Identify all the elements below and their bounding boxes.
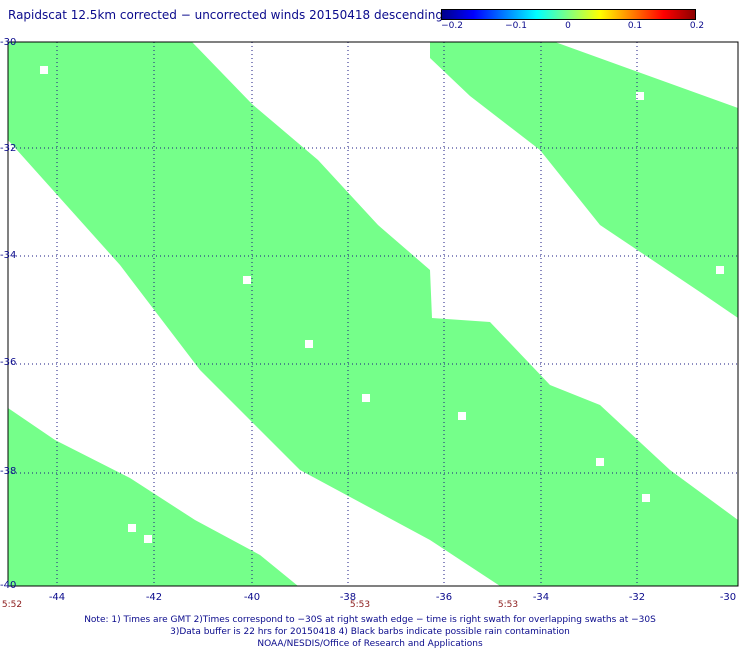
data-gap <box>128 524 136 532</box>
map-frame <box>7 41 739 587</box>
data-gap <box>362 394 370 402</box>
note-line-1: Note: 1) Times are GMT 2)Times correspon… <box>84 615 656 625</box>
data-gap <box>596 458 604 466</box>
wind-map <box>7 41 739 587</box>
time-label: 5:53 <box>497 600 519 610</box>
lon-label: -34 <box>532 592 550 603</box>
swath-upper-right <box>430 42 738 318</box>
colorbar-label-zero: 0 <box>565 21 571 31</box>
data-gap <box>144 535 152 543</box>
lon-label: -38 <box>339 592 357 603</box>
lon-label: -42 <box>145 592 163 603</box>
lon-label: -36 <box>435 592 453 603</box>
lat-label: -40 <box>0 580 17 591</box>
colorbar <box>441 9 696 20</box>
grid-layer <box>8 42 738 586</box>
data-gap <box>243 276 251 284</box>
data-gap <box>642 494 650 502</box>
lat-label: -36 <box>0 357 17 368</box>
lat-label: -32 <box>0 143 17 154</box>
colorbar-label-pos: 0.1 <box>627 21 643 31</box>
lon-label: -40 <box>243 592 261 603</box>
colorbar-label-neg: −0.1 <box>505 21 527 31</box>
data-gap <box>305 340 313 348</box>
data-gap <box>636 92 644 100</box>
swath-lower-left <box>8 408 298 586</box>
lon-label: -30 <box>719 592 737 603</box>
lat-label: -30 <box>0 37 17 48</box>
note-line-2: 3)Data buffer is 22 hrs for 20150418 4) … <box>170 627 570 637</box>
lon-label: -32 <box>628 592 646 603</box>
lat-label: -34 <box>0 250 17 261</box>
lat-label: -38 <box>0 466 17 477</box>
page-title: Rapidscat 12.5km corrected − uncorrected… <box>8 8 443 22</box>
note-line-3: NOAA/NESDIS/Office of Research and Appli… <box>257 639 483 649</box>
data-gap <box>40 66 48 74</box>
data-gap <box>716 266 724 274</box>
swath-layer <box>8 42 738 586</box>
time-label: 5:52 <box>1 600 23 610</box>
colorbar-label-min: −0.2 <box>441 21 463 31</box>
colorbar-label-max: 0.2 <box>689 21 705 31</box>
lon-label: -44 <box>48 592 66 603</box>
data-gap <box>458 412 466 420</box>
swath-main <box>8 42 738 586</box>
time-label: 5:53 <box>349 600 371 610</box>
